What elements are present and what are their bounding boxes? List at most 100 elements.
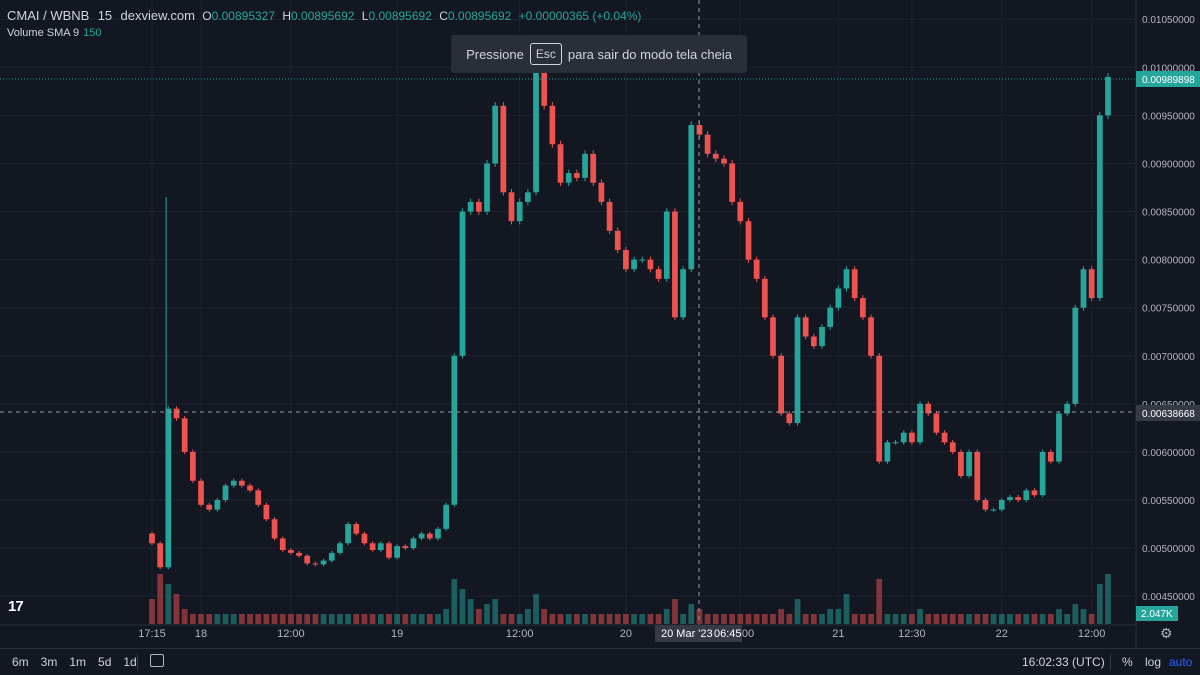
volume-bar: [672, 599, 678, 624]
crosshair-date-label: 20 Mar '23: [661, 628, 713, 640]
volume-bar: [516, 614, 523, 624]
volume-bars: [149, 574, 1111, 624]
candle-body: [426, 533, 433, 539]
chart-grid: [0, 0, 1136, 625]
volume-bar: [786, 614, 793, 624]
price-tick: 0.00500000: [1142, 544, 1195, 555]
candle-body: [737, 201, 744, 222]
volume-bar: [647, 614, 654, 624]
candle-body: [917, 403, 923, 443]
candle-body: [606, 201, 613, 231]
volume-badge: [1136, 606, 1178, 621]
price-axis[interactable]: 0.01050000 0.01000000 0.00950000 0.00900000…: [1142, 15, 1195, 603]
auto-toggle[interactable]: auto: [1169, 655, 1193, 669]
candle-body: [949, 442, 956, 452]
volume-bar: [198, 614, 204, 624]
candle-body: [582, 153, 588, 178]
volume-bar: [533, 594, 539, 624]
candle-body: [1080, 269, 1087, 308]
volume-legend-label: Volume SMA 9: [7, 27, 80, 39]
clock-time[interactable]: 16:02:33 (UTC): [1022, 655, 1105, 669]
volume-bar: [909, 614, 915, 624]
candle-body: [189, 451, 196, 481]
candle-body: [925, 403, 932, 414]
volume-bar: [868, 614, 874, 624]
volume-bar: [165, 584, 172, 624]
percent-toggle[interactable]: %: [1122, 655, 1133, 669]
candle-body: [802, 317, 809, 337]
volume-legend[interactable]: Volume SMA 9 150: [7, 27, 102, 39]
crosshair-time-label: 06:45: [714, 628, 742, 640]
candle-body: [778, 355, 785, 414]
volume-bar: [492, 599, 499, 624]
candle-body: [394, 546, 400, 558]
candle-body: [255, 490, 262, 505]
candle-body: [149, 533, 155, 544]
volume-bar: [753, 614, 760, 624]
price-tick: 0.00850000: [1142, 208, 1195, 219]
volume-bar: [966, 614, 972, 624]
price-tick: 0.00700000: [1142, 352, 1195, 363]
volume-bar: [157, 574, 164, 624]
time-tick: 21: [832, 628, 844, 640]
range-5d[interactable]: 5d: [98, 655, 112, 669]
range-6m[interactable]: 6m: [12, 655, 29, 669]
gear-icon[interactable]: ⚙: [1160, 625, 1173, 641]
candle-body: [1064, 403, 1071, 414]
time-tick: 19: [391, 628, 403, 640]
time-tick: 20: [620, 628, 632, 640]
candle-body: [508, 192, 515, 222]
volume-bar: [974, 614, 981, 624]
volume-legend-value: 150: [83, 27, 102, 39]
low-value: 0.00895692: [368, 9, 432, 23]
volume-bar: [851, 614, 858, 624]
volume-bar: [949, 614, 956, 624]
volume-bar: [745, 614, 752, 624]
candle-body: [680, 269, 686, 318]
calendar-icon[interactable]: [150, 654, 164, 667]
log-toggle[interactable]: log: [1145, 655, 1162, 669]
candle-body: [1105, 76, 1111, 116]
candle-body: [525, 192, 531, 202]
volume-bar: [606, 614, 613, 624]
candle-body: [590, 153, 597, 183]
candle-body: [533, 67, 539, 193]
candle-body: [704, 134, 711, 154]
high-label: H: [282, 9, 292, 23]
candle-body: [990, 509, 997, 511]
candle-body: [770, 317, 776, 356]
volume-bar: [508, 614, 515, 624]
symbol-name[interactable]: CMAI / WBNB: [7, 8, 90, 23]
candle-body: [198, 480, 204, 505]
candle-body: [909, 432, 915, 443]
volume-bar: [296, 614, 302, 624]
volume-bar: [386, 614, 392, 624]
volume-bar: [377, 614, 384, 624]
volume-bar: [263, 614, 270, 624]
range-1d[interactable]: 1d: [123, 655, 137, 669]
toolbar-divider: [137, 654, 138, 670]
volume-bar: [1039, 614, 1046, 624]
range-1m[interactable]: 1m: [69, 655, 87, 669]
volume-bar: [206, 614, 213, 624]
volume-bar: [467, 599, 474, 624]
candle-body: [663, 211, 670, 279]
volume-bar: [426, 614, 433, 624]
candle-body: [786, 413, 793, 424]
candle-body: [672, 211, 678, 318]
volume-bar: [794, 599, 801, 624]
interval[interactable]: 15: [97, 8, 113, 23]
candle-body: [288, 550, 294, 553]
volume-bar: [1007, 614, 1013, 624]
volume-bar: [1023, 614, 1030, 624]
tradingview-logo-icon[interactable]: 17: [8, 598, 24, 615]
last-price-badge: [1136, 71, 1200, 87]
volume-bar: [827, 609, 834, 624]
range-3m[interactable]: 3m: [40, 655, 58, 669]
volume-bar: [729, 614, 735, 624]
time-tick: 12:00: [506, 628, 534, 640]
volume-bar: [860, 614, 866, 624]
candle-body: [655, 269, 662, 279]
